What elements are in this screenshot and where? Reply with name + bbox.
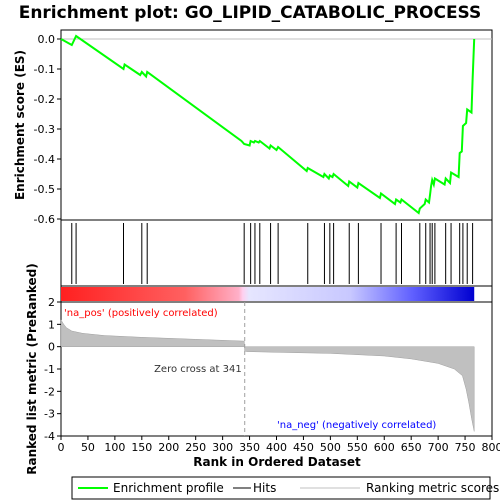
x-tick-label: 600 [374, 441, 395, 454]
legend: Enrichment profile Hits Ranking metric s… [71, 476, 499, 500]
x-tick-label: 0 [58, 441, 65, 454]
negative-correlation-label: 'na_neg' (negatively correlated) [277, 420, 436, 431]
x-tick-label: 100 [104, 441, 125, 454]
rank-colorbar [61, 287, 475, 301]
x-tick-label: 350 [239, 441, 260, 454]
x-tick-label: 650 [401, 441, 422, 454]
ranking-metric-area [60, 319, 475, 432]
x-tick-label: 500 [320, 441, 341, 454]
ranked-panel: 2 1 0 -1 -2 -3 -4 0 50 100 150 200 250 300 350 400 450 5… [25, 263, 500, 475]
legend-label-enrichment-profile: Enrichment profile [113, 481, 224, 495]
ranked-x-axis: 0 50 100 150 200 250 300 350 400 450 500 550 600 650 7… [58, 436, 500, 454]
es-y-tick-label: -0.6 [34, 213, 55, 226]
es-y-tick-label: 0.0 [38, 33, 56, 46]
ranked-y-tick-label: -3 [44, 408, 55, 421]
x-tick-label: 150 [131, 441, 152, 454]
x-tick-label: 450 [293, 441, 314, 454]
x-tick-label: 700 [428, 441, 449, 454]
hits-panel [60, 219, 493, 287]
es-plot-frame [60, 29, 493, 221]
es-y-tick-label: -0.2 [34, 93, 55, 106]
x-tick-label: 550 [347, 441, 368, 454]
ranked-y-axis-label: Ranked list metric (PreRanked) [25, 263, 39, 475]
es-y-axis-label: Enrichment score (ES) [13, 50, 27, 200]
legend-box [71, 476, 491, 500]
hits-marks [71, 223, 474, 284]
es-panel: 0.0 -0.1 -0.2 -0.3 -0.4 -0.5 -0.6 Enrichment s… [13, 29, 493, 226]
zero-cross-label: Zero cross at 341 [154, 364, 242, 375]
ranked-y-tick-label: -4 [44, 430, 55, 443]
ranked-y-axis: 2 1 0 -1 -2 -3 -4 [44, 296, 61, 443]
es-y-tick-label: -0.1 [34, 63, 55, 76]
x-tick-label: 750 [455, 441, 476, 454]
x-tick-label: 400 [266, 441, 287, 454]
legend-label-ranking-metric: Ranking metric scores [366, 481, 499, 495]
chart-title: Enrichment plot: GO_LIPID_CATABOLIC_PROC… [19, 3, 482, 23]
x-tick-label: 200 [158, 441, 179, 454]
ranked-y-tick-label: 1 [48, 318, 55, 331]
es-y-tick-label: -0.3 [34, 123, 55, 136]
x-axis-label: Rank in Ordered Dataset [193, 455, 361, 469]
hits-plot-frame [60, 219, 493, 287]
es-y-tick-label: -0.5 [34, 183, 55, 196]
es-y-axis: 0.0 -0.1 -0.2 -0.3 -0.4 -0.5 -0.6 [34, 33, 61, 226]
es-y-tick-label: -0.4 [34, 153, 55, 166]
x-tick-label: 250 [185, 441, 206, 454]
enrichment-profile-line [60, 34, 476, 215]
legend-label-hits: Hits [253, 481, 276, 495]
ranked-y-tick-label: -2 [44, 385, 55, 398]
ranked-plot-frame [60, 301, 493, 437]
positive-correlation-label: 'na_pos' (positively correlated) [64, 308, 218, 319]
x-tick-label: 800 [482, 441, 500, 454]
ranked-y-tick-label: -1 [44, 363, 55, 376]
ranked-y-tick-label: 0 [48, 341, 55, 354]
x-tick-label: 50 [81, 441, 95, 454]
ranked-y-tick-label: 2 [48, 296, 55, 309]
x-tick-label: 300 [212, 441, 233, 454]
